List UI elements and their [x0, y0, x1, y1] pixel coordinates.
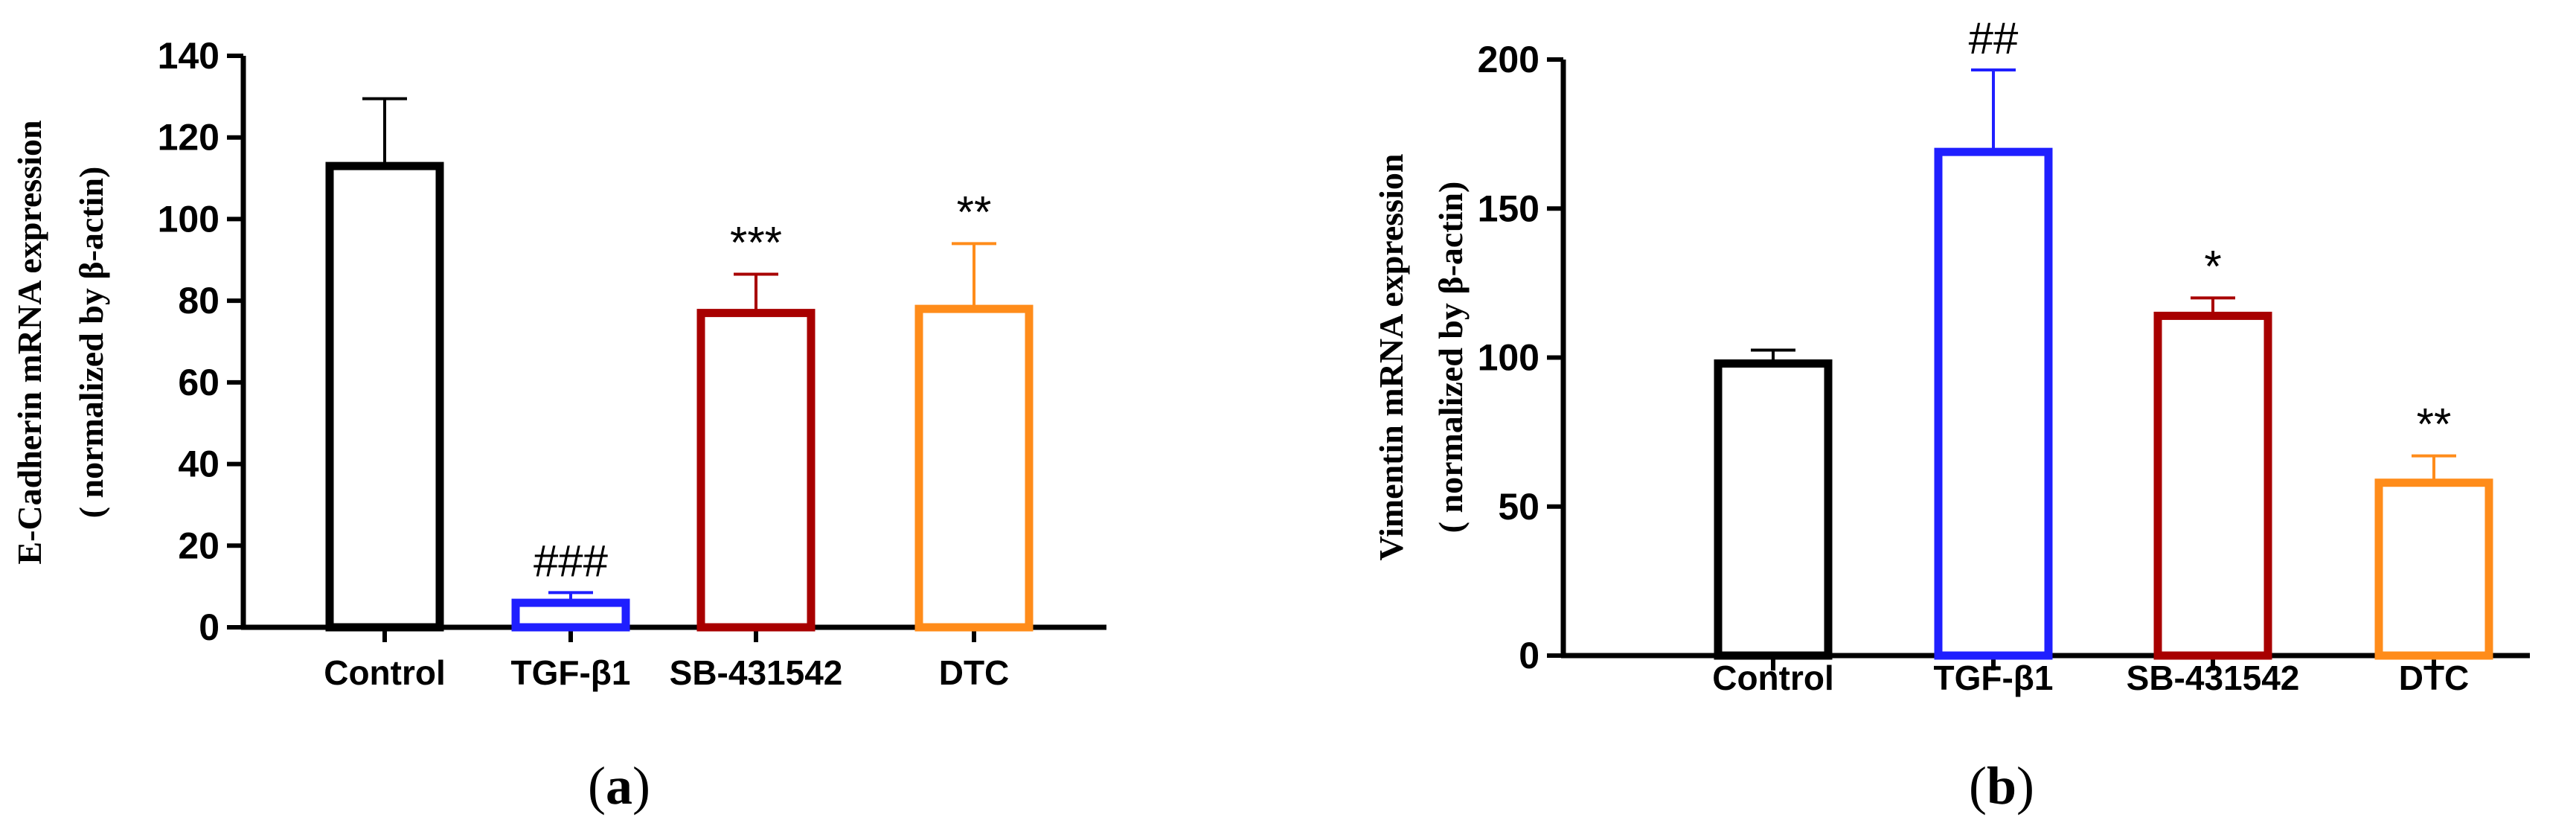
y-tick-label: 50 [1498, 486, 1539, 528]
category-label: SB-431542 [2127, 659, 2300, 697]
y-tick-label: 100 [1478, 337, 1539, 379]
category-label: TGF-β1 [511, 653, 631, 692]
y-tick-label: 120 [158, 117, 220, 158]
y-tick-label: 100 [158, 198, 220, 240]
y-tick-label: 140 [158, 35, 220, 77]
y-tick-label: 0 [199, 606, 220, 648]
significance-label: * [2204, 241, 2221, 291]
y-axis-label-subtitle: ( normalized by β-actin) [1432, 182, 1470, 534]
bar-tgf-1 [1934, 147, 2053, 660]
significance-label: ### [534, 536, 609, 586]
y-tick-label: 60 [178, 362, 220, 403]
y-tick-label: 200 [1478, 39, 1539, 80]
panel-label: (b) [1969, 756, 2034, 816]
y-axis-label: Vimentin mRNA expression [1372, 154, 1410, 561]
category-label: DTC [2399, 659, 2470, 697]
y-axis-label: E-Cadherin mRNA expression [10, 120, 48, 564]
bar-control [325, 161, 444, 632]
y-tick-label: 0 [1519, 635, 1539, 676]
y-tick-label: 20 [178, 525, 220, 566]
category-label: DTC [939, 653, 1010, 692]
category-label: SB-431542 [670, 653, 843, 692]
significance-label: *** [730, 217, 782, 267]
significance-label: ** [2417, 400, 2452, 449]
panel-label: (a) [588, 756, 650, 816]
chart-panel-a: 0 20 40 60 80 100 120 140 Control ### TGF-β1 *** SB-… [10, 35, 1106, 816]
chart-panel-b: 0 50 100 150 200 Control ## TGF-β1 * SB-431542 ** D… [1372, 13, 2530, 816]
bar-dtc [914, 304, 1034, 632]
bar-sb-431542 [696, 309, 816, 632]
significance-label: ## [1969, 13, 2019, 63]
category-label: Control [324, 653, 446, 692]
category-label: Control [1712, 659, 1834, 697]
category-label: TGF-β1 [1934, 659, 2054, 697]
y-tick-label: 150 [1478, 188, 1539, 229]
y-tick-label: 40 [178, 443, 220, 485]
bar-control [1714, 359, 1833, 660]
y-tick-label: 80 [178, 280, 220, 321]
bar-sb-431542 [2153, 311, 2272, 660]
y-axis-label-subtitle: ( normalized by β-actin) [72, 167, 110, 519]
bar-tgf-1 [511, 598, 630, 632]
significance-label: ** [957, 187, 992, 237]
bar-dtc [2374, 478, 2493, 660]
